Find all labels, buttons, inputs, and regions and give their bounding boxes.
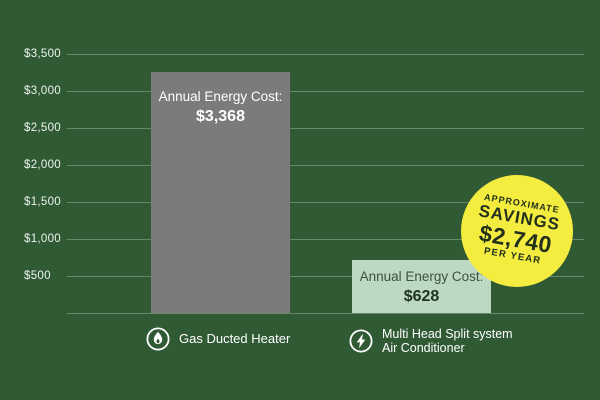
lightning-icon — [349, 329, 373, 353]
ytick-label: $2,000 — [24, 159, 61, 171]
gridline-1500 — [67, 202, 584, 203]
gridline-1000 — [67, 239, 584, 240]
savings-badge-text: APPROXIMATE SAVINGS $2,740 PER YEAR — [471, 192, 563, 270]
category-air-conditioner: Multi Head Split system Air Conditioner — [349, 327, 513, 356]
gridline-2500 — [67, 128, 584, 129]
ytick-label: $1,000 — [24, 233, 61, 245]
savings-badge: APPROXIMATE SAVINGS $2,740 PER YEAR — [461, 175, 573, 287]
ytick-label: $2,500 — [24, 122, 61, 134]
gridline-3000 — [67, 91, 584, 92]
bar-label: Annual Energy Cost: — [158, 89, 283, 104]
gridline-baseline — [67, 313, 584, 314]
gridline-500 — [67, 276, 584, 277]
bar-gas-ducted-heater: Annual Energy Cost: $3,368 — [151, 72, 290, 313]
ytick-label: $1,500 — [24, 196, 61, 208]
category-label-line2: Air Conditioner — [382, 341, 465, 356]
bar-value: $628 — [403, 287, 440, 305]
category-label: Gas Ducted Heater — [179, 330, 291, 346]
category-label: Multi Head Split system Air Conditioner — [382, 327, 513, 356]
flame-icon — [146, 327, 170, 351]
ytick-label: $3,500 — [24, 48, 61, 60]
category-label-line1: Multi Head Split system — [382, 327, 513, 341]
bar-air-conditioner: Annual Energy Cost: $628 — [352, 260, 491, 313]
ytick-label: $500 — [24, 270, 51, 282]
bar-value: $3,368 — [196, 107, 245, 125]
bar-label: Annual Energy Cost: — [359, 269, 484, 284]
gridline-3500 — [67, 54, 584, 55]
gridline-2000 — [67, 165, 584, 166]
category-gas-ducted-heater: Gas Ducted Heater — [146, 327, 290, 351]
ytick-label: $3,000 — [24, 85, 61, 97]
